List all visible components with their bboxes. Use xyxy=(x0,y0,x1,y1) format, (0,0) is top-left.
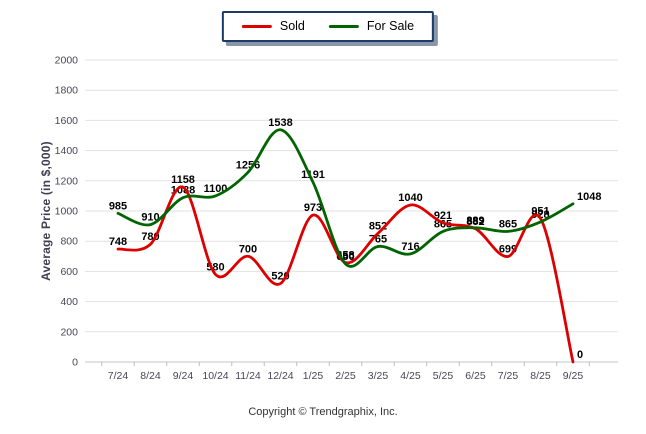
legend-item-for-sale: For Sale xyxy=(328,19,415,33)
x-tick-label: 9/25 xyxy=(563,370,584,382)
x-tick-label: 8/25 xyxy=(530,370,551,382)
point-label-sold: 882 xyxy=(466,216,484,228)
legend-item-sold: Sold xyxy=(241,19,305,33)
point-label-sold: 748 xyxy=(109,236,127,248)
point-label-for-sale: 910 xyxy=(141,212,159,224)
x-tick-label: 11/24 xyxy=(235,370,261,382)
y-tick-label: 600 xyxy=(60,266,78,278)
x-tick-label: 7/24 xyxy=(108,370,129,382)
y-tick-label: 400 xyxy=(60,296,78,308)
y-tick-label: 200 xyxy=(60,326,78,338)
x-tick-label: 1/25 xyxy=(303,370,324,382)
y-tick-label: 1400 xyxy=(55,145,79,157)
sold-line xyxy=(116,185,575,364)
point-label-for-sale: 889 xyxy=(466,215,484,227)
legend: Sold For Sale xyxy=(221,11,435,42)
x-tick-label: 8/24 xyxy=(140,370,161,382)
y-tick-label: 1800 xyxy=(55,85,79,97)
point-label-sold: 0 xyxy=(577,349,583,361)
point-label-sold: 973 xyxy=(304,202,322,214)
x-tick-label: 7/25 xyxy=(498,370,519,382)
point-label-sold: 1040 xyxy=(398,192,422,204)
legend-label: Sold xyxy=(279,19,305,33)
x-tick-label: 12/24 xyxy=(267,370,293,382)
legend-label: For Sale xyxy=(366,19,415,33)
y-tick-label: 1000 xyxy=(55,206,79,218)
point-label-for-sale: 928 xyxy=(531,209,549,221)
y-tick-label: 0 xyxy=(72,357,78,369)
x-tick-label: 10/24 xyxy=(202,370,228,382)
point-label-sold: 700 xyxy=(239,243,257,255)
point-label-for-sale: 1538 xyxy=(268,117,292,129)
x-tick-label: 9/24 xyxy=(173,370,194,382)
copyright-text: Copyright © Trendgraphix, Inc. xyxy=(248,406,398,418)
point-label-sold: 1158 xyxy=(171,174,195,186)
point-label-for-sale: 985 xyxy=(109,200,127,212)
y-tick-label: 1600 xyxy=(55,115,79,127)
point-label-for-sale: 865 xyxy=(499,218,517,230)
x-tick-label: 5/25 xyxy=(433,370,454,382)
x-tick-label: 4/25 xyxy=(400,370,421,382)
sold-line-swatch xyxy=(241,24,272,28)
x-tick-label: 3/25 xyxy=(368,370,389,382)
for-sale-line-swatch xyxy=(328,24,359,28)
for-sale-line xyxy=(116,128,575,268)
x-tick-label: 2/25 xyxy=(335,370,356,382)
y-tick-label: 2000 xyxy=(55,55,79,67)
point-label-for-sale: 716 xyxy=(401,241,419,253)
x-tick-label: 6/25 xyxy=(465,370,486,382)
y-tick-label: 1200 xyxy=(55,175,79,187)
y-tick-label: 800 xyxy=(60,236,78,248)
point-label-for-sale: 1048 xyxy=(577,191,601,203)
